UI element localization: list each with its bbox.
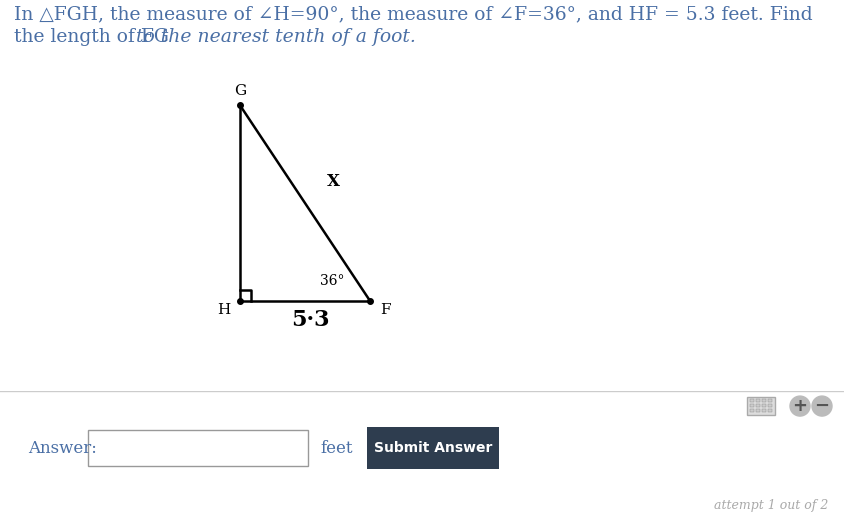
- FancyBboxPatch shape: [768, 399, 772, 402]
- FancyBboxPatch shape: [756, 399, 760, 402]
- FancyBboxPatch shape: [750, 409, 754, 412]
- FancyBboxPatch shape: [762, 404, 766, 407]
- Text: G: G: [234, 84, 246, 98]
- FancyBboxPatch shape: [756, 409, 760, 412]
- Text: feet: feet: [320, 440, 353, 456]
- Circle shape: [790, 396, 810, 416]
- Text: F: F: [380, 303, 391, 317]
- Text: Answer:: Answer:: [28, 440, 97, 456]
- FancyBboxPatch shape: [762, 399, 766, 402]
- Text: 5·3: 5·3: [290, 309, 329, 331]
- Text: to the nearest tenth of a foot.: to the nearest tenth of a foot.: [137, 28, 416, 46]
- Text: −: −: [814, 397, 830, 415]
- Text: the length of FG: the length of FG: [14, 28, 175, 46]
- FancyBboxPatch shape: [367, 427, 499, 469]
- Text: Submit Answer: Submit Answer: [374, 441, 492, 455]
- FancyBboxPatch shape: [768, 409, 772, 412]
- FancyBboxPatch shape: [88, 430, 308, 466]
- FancyBboxPatch shape: [762, 409, 766, 412]
- FancyBboxPatch shape: [747, 397, 775, 415]
- Text: 36°: 36°: [320, 274, 344, 288]
- Text: X: X: [327, 172, 339, 190]
- Text: H: H: [217, 303, 230, 317]
- Text: +: +: [793, 397, 808, 415]
- FancyBboxPatch shape: [768, 404, 772, 407]
- Text: attempt 1 out of 2: attempt 1 out of 2: [714, 499, 828, 512]
- Text: In △FGH, the measure of ∠H=90°, the measure of ∠F=36°, and HF = 5.3 feet. Find: In △FGH, the measure of ∠H=90°, the meas…: [14, 5, 813, 23]
- Circle shape: [812, 396, 832, 416]
- FancyBboxPatch shape: [756, 404, 760, 407]
- FancyBboxPatch shape: [750, 404, 754, 407]
- FancyBboxPatch shape: [750, 399, 754, 402]
